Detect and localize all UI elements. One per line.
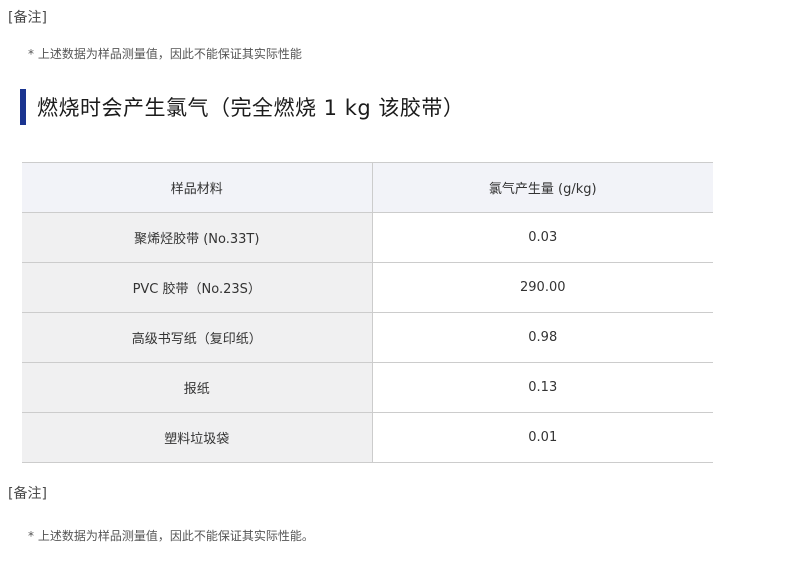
column-header-material: 样品材料 bbox=[22, 162, 373, 213]
value-cell: 290.00 bbox=[372, 262, 713, 313]
material-cell: 报纸 bbox=[22, 362, 373, 413]
remarks-section-bottom: [备注] * 上述数据为样品测量值，因此不能保证其实际性能。 bbox=[0, 486, 805, 543]
table-row: 报纸 0.13 bbox=[22, 362, 713, 413]
remarks-label: [备注] bbox=[8, 10, 47, 26]
section-heading-text: 燃烧时会产生氯气（完全燃烧 1 kg 该胶带） bbox=[37, 96, 465, 120]
value-cell: 0.01 bbox=[372, 412, 713, 463]
value-cell: 0.13 bbox=[372, 362, 713, 413]
material-cell: 塑料垃圾袋 bbox=[22, 412, 373, 463]
chlorine-generation-table: 样品材料 氯气产生量 (g/kg) 聚烯烃胶带 (No.33T) 0.03 PV… bbox=[22, 162, 713, 463]
section-heading: 燃烧时会产生氯气（完全燃烧 1 kg 该胶带） bbox=[20, 89, 805, 125]
table-header-row: 样品材料 氯气产生量 (g/kg) bbox=[22, 162, 713, 213]
table-row: 高级书写纸（复印纸） 0.98 bbox=[22, 312, 713, 363]
material-cell: PVC 胶带（No.23S） bbox=[22, 262, 373, 313]
column-header-chlorine-amount: 氯气产生量 (g/kg) bbox=[372, 162, 713, 213]
table-row: PVC 胶带（No.23S） 290.00 bbox=[22, 262, 713, 313]
table-row: 塑料垃圾袋 0.01 bbox=[22, 412, 713, 463]
remarks-text: * 上述数据为样品测量值，因此不能保证其实际性能 bbox=[28, 47, 302, 61]
remarks-text: * 上述数据为样品测量值，因此不能保证其实际性能。 bbox=[28, 529, 314, 543]
material-cell: 聚烯烃胶带 (No.33T) bbox=[22, 212, 373, 263]
value-cell: 0.03 bbox=[372, 212, 713, 263]
table-row: 聚烯烃胶带 (No.33T) 0.03 bbox=[22, 212, 713, 263]
material-cell: 高级书写纸（复印纸） bbox=[22, 312, 373, 363]
remarks-label: [备注] bbox=[8, 486, 47, 502]
remarks-section-top: [备注] * 上述数据为样品测量值，因此不能保证其实际性能 bbox=[0, 10, 805, 61]
value-cell: 0.98 bbox=[372, 312, 713, 363]
